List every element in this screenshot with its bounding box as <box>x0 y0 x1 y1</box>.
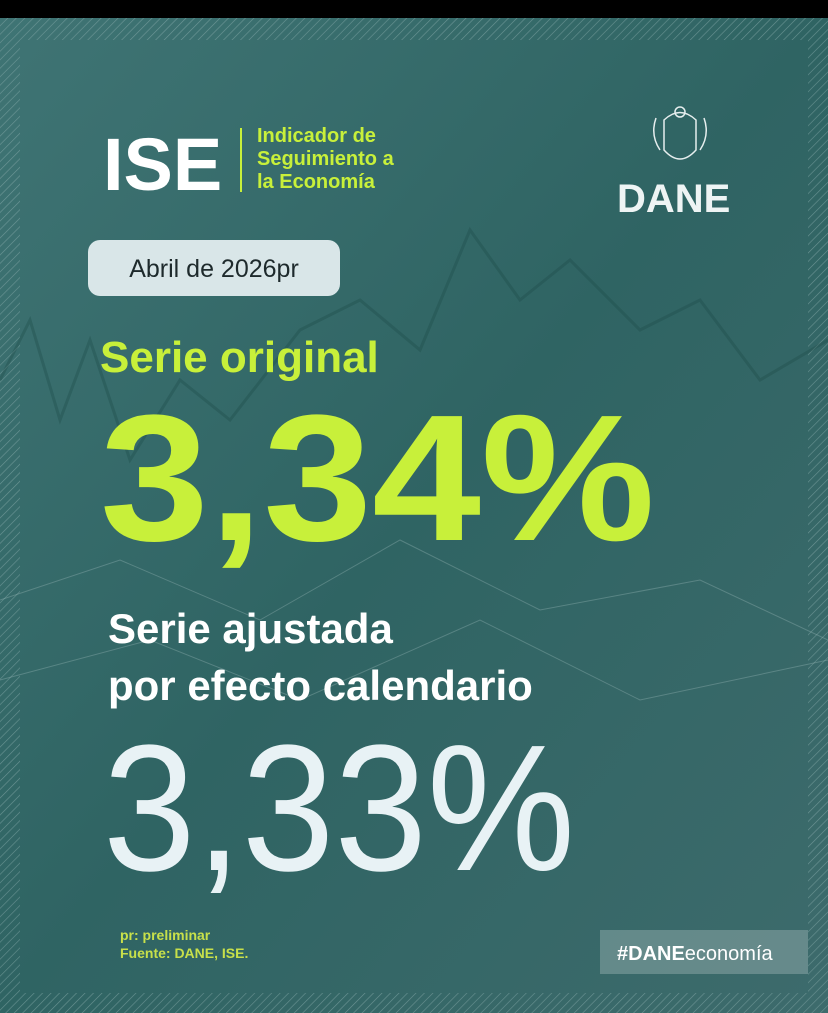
original-value: 3,34% <box>100 378 655 579</box>
emblem <box>653 106 707 160</box>
hashtag-box <box>600 930 808 974</box>
footnote: Fuente: DANE, ISE. <box>120 945 248 961</box>
background-chart <box>0 226 828 701</box>
period: Abril de 2026pr <box>129 255 299 283</box>
hashtag: #DANEeconomía <box>617 943 774 965</box>
subtitle-line: Indicador de <box>257 125 376 147</box>
footnote: pr: preliminar <box>120 927 211 943</box>
logo-text: DANE <box>617 177 730 221</box>
original-label: Serie original <box>100 333 379 382</box>
adjusted-label: Serie ajustada <box>108 605 393 652</box>
period-pill <box>88 240 340 296</box>
adjusted-label: por efecto calendario <box>108 662 533 709</box>
acronym: ISE <box>103 123 222 206</box>
subtitle-line: Seguimiento a <box>257 148 395 170</box>
hashtag-rest: economía <box>685 943 774 965</box>
adjusted-value: 3,33% <box>103 708 575 909</box>
hashtag-bold: #DANE <box>617 943 685 965</box>
subtitle-line: la Economía <box>257 171 376 193</box>
background <box>0 18 828 1013</box>
